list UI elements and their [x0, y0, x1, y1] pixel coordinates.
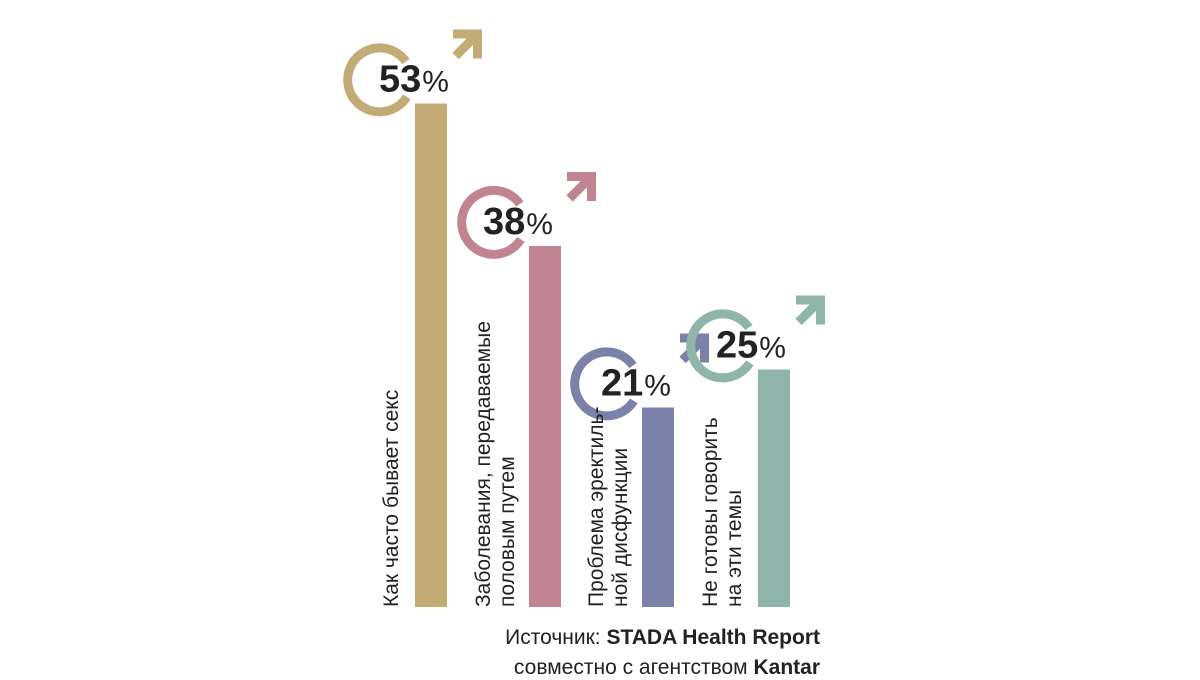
male-symbol-ring-3 — [686, 309, 754, 383]
category-label-3-1: на эти темы — [723, 490, 746, 607]
value-label-3: 25% — [716, 325, 786, 367]
male-symbol-shaft-3 — [795, 300, 820, 326]
category-label-1-0: Заболевания, передаваемые — [472, 321, 495, 607]
bar-2 — [642, 407, 674, 607]
male-symbol-ring-1 — [457, 185, 525, 259]
source-agency: Kantar — [753, 656, 820, 679]
value-unit-1: % — [526, 208, 553, 241]
male-symbol-arrowhead-3 — [796, 295, 825, 325]
value-unit-3: % — [759, 332, 786, 365]
male-symbol-shaft-1 — [566, 177, 591, 202]
source-line-2: совместно с агентством Kantar — [514, 656, 820, 680]
value-label-1: 38% — [483, 201, 553, 243]
value-unit-0: % — [422, 66, 449, 99]
source-prefix: Источник: — [505, 626, 601, 649]
category-label-2-1: ной дисфункции — [609, 448, 632, 607]
value-label-0: 53% — [379, 59, 449, 101]
category-label-0-0: Как часто бывает секс — [380, 390, 403, 607]
value-label-2: 21% — [601, 363, 671, 405]
male-symbol-arrowhead-0 — [453, 29, 482, 59]
source-line-1: Источник: STADA Health Report — [505, 626, 820, 650]
male-symbol-arrowhead-1 — [567, 172, 596, 201]
male-symbol-shaft-0 — [452, 34, 477, 60]
bars-group: 53% Как часто бывает секс 38% Заболевания, … — [343, 29, 825, 607]
bar-0 — [415, 103, 447, 607]
male-symbol-ring-0 — [343, 43, 411, 117]
category-label-2-0: Проблема эректиль- — [585, 407, 608, 607]
source-agency-prefix: совместно с агентством — [513, 656, 748, 679]
bar-1 — [529, 246, 561, 607]
male-symbol-ring-2 — [570, 347, 638, 421]
value-unit-2: % — [644, 370, 671, 403]
source-report: STADA Health Report — [606, 626, 820, 649]
category-label-3-0: Не готовы говорить — [699, 417, 722, 607]
bar-3 — [758, 369, 790, 607]
category-label-1-1: половым путем — [496, 456, 519, 607]
